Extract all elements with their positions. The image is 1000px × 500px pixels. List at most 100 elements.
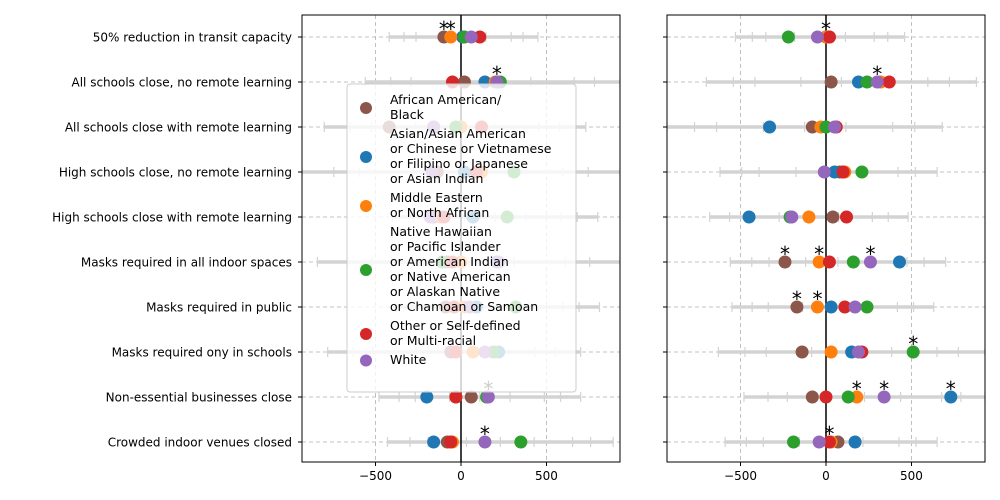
significance-star: * xyxy=(872,62,882,86)
panel-2: *** * ** *** * **−500 0 500 xyxy=(663,14,986,483)
category-label: All schools close with remote learning xyxy=(65,121,292,135)
legend-marker xyxy=(360,354,372,367)
data-point xyxy=(860,300,874,314)
legend-item: Other or Self-defined or Multi-racial xyxy=(360,318,521,348)
category-labels: 50% reduction in transit capacity All sch… xyxy=(52,31,292,450)
data-point xyxy=(882,75,896,89)
legend-marker xyxy=(360,102,372,114)
legend: African American/Black Asian/Asian Americ… xyxy=(346,83,577,393)
data-point xyxy=(819,390,833,404)
data-point xyxy=(427,435,441,449)
legend-label: Native Hawaiian or Pacific Islander or Ame… xyxy=(390,224,538,314)
data-point xyxy=(449,390,463,404)
data-point xyxy=(810,300,824,314)
x-tick-label: 0 xyxy=(822,469,830,483)
data-point xyxy=(742,210,756,224)
category-label: All schools close, no remote learning xyxy=(72,76,292,90)
category-label: Crowded indoor venues closed xyxy=(108,436,292,450)
data-point xyxy=(822,30,836,44)
data-point xyxy=(906,345,920,359)
significance-star: * xyxy=(908,332,918,356)
data-point xyxy=(826,210,840,224)
significance-star: * xyxy=(446,17,456,41)
data-point xyxy=(785,210,799,224)
legend-label: Other or Self-defined or Multi-racial xyxy=(390,318,521,348)
category-label: Masks required ony in schools xyxy=(112,346,292,360)
category-label: High schools close, no remote learning xyxy=(59,166,292,180)
data-point xyxy=(802,210,816,224)
data-point xyxy=(848,300,862,314)
data-point xyxy=(824,300,838,314)
legend-marker xyxy=(360,264,372,276)
data-point xyxy=(944,390,958,404)
legend-marker xyxy=(360,151,372,163)
data-point xyxy=(763,120,777,134)
x-tick-label: −500 xyxy=(359,469,392,483)
significance-star: * xyxy=(814,242,824,266)
legend-marker xyxy=(360,200,372,212)
significance-star: * xyxy=(865,242,875,266)
data-point xyxy=(795,345,809,359)
data-point xyxy=(855,165,869,179)
data-point xyxy=(481,390,495,404)
legend-label: White xyxy=(390,352,427,367)
data-point xyxy=(893,255,907,269)
significance-star: * xyxy=(852,377,862,401)
data-point xyxy=(817,165,831,179)
data-point xyxy=(805,390,819,404)
data-point xyxy=(838,300,852,314)
data-point xyxy=(863,255,877,269)
data-point xyxy=(846,255,860,269)
legend-item: Asian/Asian American or Chinese or Vietna… xyxy=(360,126,552,186)
category-label: Non-essential businesses close xyxy=(106,391,292,405)
significance-star: * xyxy=(492,62,502,86)
legend-marker xyxy=(360,328,372,340)
data-point xyxy=(841,390,855,404)
data-point xyxy=(464,390,478,404)
data-point xyxy=(787,435,801,449)
legend-item: Native Hawaiian or Pacific Islander or Ame… xyxy=(360,224,538,314)
category-label: 50% reduction in transit capacity xyxy=(93,31,292,45)
data-point xyxy=(848,435,862,449)
x-tick-label: −500 xyxy=(724,469,757,483)
data-point xyxy=(836,165,850,179)
x-tick-label: 500 xyxy=(900,469,923,483)
legend-item: White xyxy=(360,352,427,367)
data-point xyxy=(822,255,836,269)
category-label: Masks required in all indoor spaces xyxy=(81,256,292,270)
data-point xyxy=(824,345,838,359)
data-point xyxy=(870,75,884,89)
data-point xyxy=(824,75,838,89)
data-point xyxy=(444,435,458,449)
legend-label: African American/Black xyxy=(390,92,502,122)
legend-item: African American/Black xyxy=(360,92,502,122)
significance-star: * xyxy=(439,17,449,41)
category-label: High schools close with remote learning xyxy=(52,211,292,225)
data-point xyxy=(464,30,478,44)
data-point xyxy=(514,435,528,449)
data-point xyxy=(840,210,854,224)
data-point xyxy=(444,30,458,44)
data-point xyxy=(822,435,836,449)
data-point xyxy=(812,255,826,269)
significance-star: * xyxy=(824,422,834,446)
plot-area: *** * ** *** * ** xyxy=(667,15,985,462)
data-point xyxy=(778,255,792,269)
significance-star: * xyxy=(946,377,956,401)
x-tick-label: 0 xyxy=(457,469,465,483)
significance-star: * xyxy=(879,377,889,401)
data-point xyxy=(478,435,492,449)
legend-label: Asian/Asian American or Chinese or Vietna… xyxy=(390,126,552,186)
legend-item: Middle Eastern or North African xyxy=(360,190,489,220)
data-point xyxy=(877,390,891,404)
data-point xyxy=(420,390,434,404)
data-point xyxy=(790,300,804,314)
data-point xyxy=(851,345,865,359)
significance-star: * xyxy=(792,287,802,311)
significance-star: * xyxy=(480,422,490,446)
significance-star: * xyxy=(812,287,822,311)
legend-label: Middle Eastern or North African xyxy=(390,190,489,220)
x-tick-label: 500 xyxy=(535,469,558,483)
legend-box xyxy=(346,83,577,393)
